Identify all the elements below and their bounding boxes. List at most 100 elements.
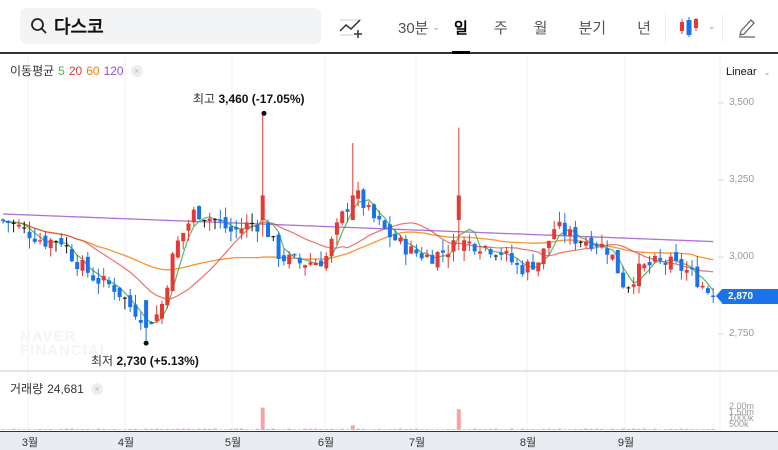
x-tick: 8월 bbox=[519, 437, 537, 449]
volume-bar bbox=[377, 428, 382, 430]
volume-bar bbox=[403, 428, 408, 430]
candle bbox=[170, 253, 175, 292]
price-chart[interactable] bbox=[0, 56, 778, 431]
candle bbox=[350, 195, 355, 221]
candle bbox=[308, 262, 313, 265]
volume-bar bbox=[568, 429, 573, 430]
volume-bar bbox=[382, 429, 387, 430]
candle bbox=[149, 321, 154, 325]
candle bbox=[462, 240, 467, 251]
y-tick: 2,750 bbox=[729, 328, 755, 339]
volume-bar bbox=[287, 428, 292, 430]
candle bbox=[515, 262, 520, 265]
volume-bar bbox=[281, 429, 286, 430]
volume-bar bbox=[409, 429, 414, 430]
candle bbox=[228, 226, 233, 232]
high-marker bbox=[261, 110, 267, 116]
volume-bar bbox=[340, 428, 345, 430]
candle bbox=[43, 235, 48, 247]
volume-bar bbox=[255, 428, 260, 430]
candle bbox=[138, 319, 143, 323]
volume-legend[interactable]: 거래량 24,681 × bbox=[10, 380, 103, 397]
candle bbox=[578, 241, 583, 243]
candle bbox=[562, 222, 567, 236]
candle bbox=[674, 252, 679, 261]
x-tick: 6월 bbox=[317, 437, 335, 449]
chart-type-button[interactable]: ⌄ bbox=[678, 14, 716, 38]
tab-month[interactable]: 월 bbox=[533, 19, 548, 37]
search-box[interactable]: 다스코 bbox=[20, 8, 321, 44]
candle bbox=[525, 261, 530, 273]
volume-bar bbox=[64, 428, 69, 430]
volume-bar bbox=[80, 429, 85, 430]
candle bbox=[292, 254, 297, 256]
volume-bar bbox=[652, 428, 657, 430]
candle bbox=[191, 209, 196, 223]
volume-bar bbox=[356, 428, 361, 430]
scale-dropdown[interactable]: Linear ⌄ bbox=[726, 66, 771, 78]
x-axis: 3월 4월 5월 6월 7월 8월 9월 bbox=[0, 431, 778, 450]
volume-bar bbox=[223, 429, 228, 430]
candle bbox=[186, 223, 191, 231]
candle bbox=[690, 267, 694, 270]
volume-tick: 500k bbox=[729, 419, 749, 429]
candle bbox=[303, 265, 308, 268]
volume-bar bbox=[101, 429, 106, 430]
volume-bar bbox=[573, 429, 578, 430]
candle bbox=[175, 240, 180, 258]
volume-bar bbox=[562, 429, 567, 430]
y-tick: 3,000 bbox=[729, 251, 755, 262]
candle bbox=[568, 229, 573, 237]
volume-bar bbox=[181, 428, 186, 430]
candle bbox=[11, 222, 16, 224]
candle bbox=[398, 237, 403, 242]
candle bbox=[393, 233, 398, 241]
candle bbox=[430, 254, 435, 264]
search-query[interactable]: 다스코 bbox=[54, 17, 104, 37]
candle bbox=[584, 242, 588, 246]
volume-bar bbox=[54, 429, 58, 430]
indicator-add-icon[interactable] bbox=[338, 14, 364, 40]
candle bbox=[340, 211, 345, 224]
tab-day[interactable]: 일 bbox=[452, 0, 470, 54]
candle bbox=[27, 231, 32, 239]
candle bbox=[255, 224, 260, 232]
volume-bar bbox=[16, 429, 21, 430]
volume-bar bbox=[472, 428, 477, 430]
tab-quarter[interactable]: 분기 bbox=[578, 19, 607, 37]
candle bbox=[154, 314, 159, 322]
candle bbox=[16, 224, 21, 227]
candle bbox=[287, 254, 292, 265]
volume-bar bbox=[91, 429, 96, 430]
volume-bar bbox=[38, 428, 43, 430]
volume-bar bbox=[107, 429, 111, 430]
tab-week[interactable]: 주 bbox=[493, 19, 508, 37]
divider bbox=[722, 14, 723, 42]
tab-30min[interactable]: 30분 ⌄ bbox=[398, 19, 441, 37]
volume-bar bbox=[637, 428, 641, 430]
period-tabs: 30분 ⌄ 일 주 월 분기 년 bbox=[398, 0, 651, 54]
volume-bar bbox=[451, 429, 456, 430]
pencil-icon[interactable] bbox=[737, 16, 757, 38]
ma-legend[interactable]: 이동평균 5 20 60 120 × bbox=[10, 62, 143, 79]
close-icon[interactable]: × bbox=[90, 382, 103, 395]
candle bbox=[372, 204, 376, 219]
candle bbox=[250, 222, 255, 224]
candle bbox=[48, 239, 53, 249]
volume-bar bbox=[705, 429, 710, 430]
candle bbox=[557, 221, 562, 227]
volume-bar bbox=[372, 429, 376, 430]
volume-bar bbox=[234, 428, 239, 430]
close-icon[interactable]: × bbox=[130, 64, 143, 77]
candle bbox=[69, 248, 74, 262]
tab-year[interactable]: 년 bbox=[637, 19, 651, 37]
watermark: NAVER FINANCIAL bbox=[20, 328, 110, 359]
volume-bar bbox=[133, 428, 138, 430]
candle bbox=[366, 205, 371, 207]
volume-bar bbox=[631, 428, 636, 430]
volume-bar bbox=[27, 429, 32, 430]
volume-bar bbox=[138, 429, 143, 430]
ma5-label: 5 bbox=[58, 63, 65, 78]
candle bbox=[80, 260, 85, 271]
candle bbox=[499, 252, 504, 255]
